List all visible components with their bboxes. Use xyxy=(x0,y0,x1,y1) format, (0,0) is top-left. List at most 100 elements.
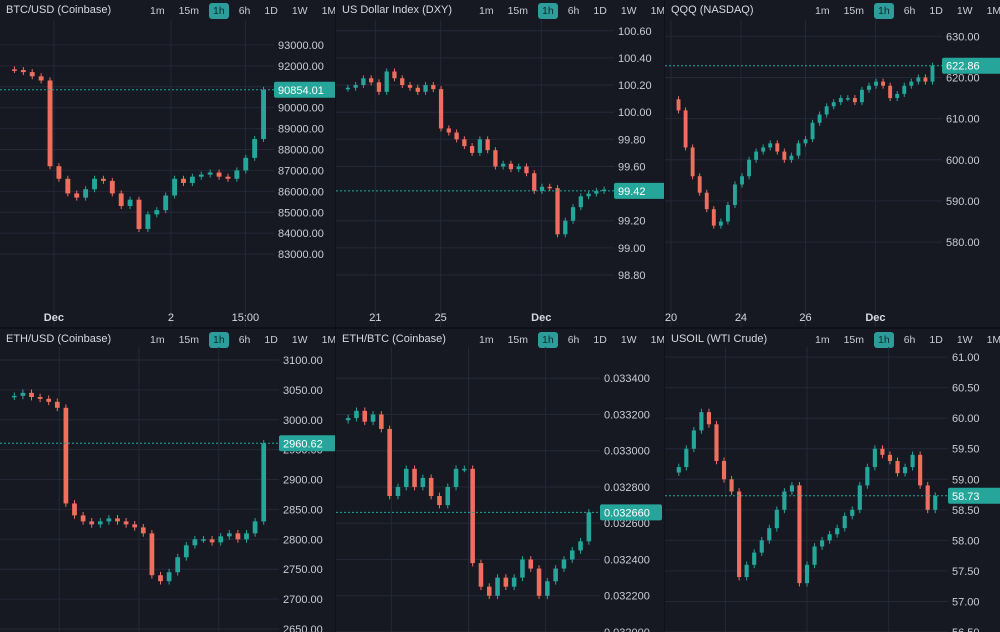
candle-body xyxy=(20,70,26,73)
chart-canvas: 61.00 60.50 60.00 59.50 59.00 58.50 58.00 57.50… xyxy=(665,347,1000,632)
candle-body xyxy=(207,172,213,175)
y-tick-label: 590.00 xyxy=(946,196,980,208)
timeframe-button-1m[interactable]: 1m xyxy=(815,334,830,346)
timeframe-button-1h[interactable]: 1h xyxy=(874,3,894,19)
y-tick-label: 92000.00 xyxy=(278,61,324,73)
candle-body xyxy=(478,563,484,587)
timeframe-button-1w[interactable]: 1W xyxy=(956,5,973,17)
timeframe-button-15m[interactable]: 15m xyxy=(843,334,865,346)
timeframe-button-1h[interactable]: 1h xyxy=(538,3,558,19)
candle-body xyxy=(362,410,368,422)
candle-body xyxy=(676,99,681,111)
candle-body xyxy=(454,132,459,140)
candle-body xyxy=(733,184,737,206)
timeframe-button-6h[interactable]: 6h xyxy=(567,5,580,17)
timeframe-button-15m[interactable]: 15m xyxy=(507,334,529,346)
candle-body xyxy=(887,454,893,461)
candle-body xyxy=(725,205,730,222)
timeframe-button-1w[interactable]: 1W xyxy=(291,334,308,346)
timeframe-button-1w[interactable]: 1W xyxy=(620,5,637,17)
candle-body xyxy=(503,577,509,587)
timeframe-button-1m[interactable]: 1M xyxy=(986,5,1000,17)
timeframe-button-1m[interactable]: 1M xyxy=(986,334,1000,346)
timeframe-button-1w[interactable]: 1W xyxy=(291,5,308,17)
y-tick-label: 58.00 xyxy=(952,535,980,547)
timeframe-button-1h[interactable]: 1h xyxy=(209,3,229,19)
timeframe-button-1h[interactable]: 1h xyxy=(209,332,229,348)
timeframe-button-6h[interactable]: 6h xyxy=(903,334,916,346)
timeframe-button-1m[interactable]: 1m xyxy=(815,5,830,17)
candle-body xyxy=(729,479,734,492)
timeframe-button-1d[interactable]: 1D xyxy=(264,5,278,17)
candle-body xyxy=(407,85,413,88)
timeframe-button-1d[interactable]: 1D xyxy=(929,5,943,17)
candle-body xyxy=(97,521,103,525)
last-price-badge xyxy=(274,81,335,98)
timeframe-button-1h[interactable]: 1h xyxy=(874,332,894,348)
candle-body xyxy=(172,178,178,196)
candle-body xyxy=(140,527,146,534)
candle-body xyxy=(852,98,857,103)
timeframe-selector: 1m 15m 1h 6h 1D 1W 1M xyxy=(469,3,664,19)
candle-body xyxy=(132,524,138,528)
timeframe-button-1m[interactable]: 1M xyxy=(321,5,335,17)
timeframe-button-1w[interactable]: 1W xyxy=(956,334,973,346)
timeframe-button-15m[interactable]: 15m xyxy=(178,5,200,17)
y-tick-label: 85000.00 xyxy=(278,207,324,219)
timeframe-button-1w[interactable]: 1W xyxy=(620,334,637,346)
timeframe-button-1d[interactable]: 1D xyxy=(929,334,943,346)
candle-body xyxy=(420,477,426,487)
y-tick-label: 84000.00 xyxy=(278,228,324,240)
last-price-label: 2960.62 xyxy=(283,438,323,450)
timeframe-button-15m[interactable]: 15m xyxy=(507,5,529,17)
timeframe-button-1h[interactable]: 1h xyxy=(538,332,558,348)
candle-body xyxy=(711,209,716,226)
x-tick-label: Dec xyxy=(531,312,551,324)
last-price-label: 622.86 xyxy=(946,61,980,73)
timeframe-button-6h[interactable]: 6h xyxy=(903,5,916,17)
candle-body xyxy=(874,81,878,86)
timeframe-selector: 1m 15m 1h 6h 1D 1W 1M xyxy=(140,3,335,19)
candle-body xyxy=(888,85,893,99)
candle-body xyxy=(916,77,921,82)
timeframe-button-1m[interactable]: 1m xyxy=(150,5,165,17)
candle-body xyxy=(520,559,525,578)
timeframe-button-1m[interactable]: 1m xyxy=(479,5,494,17)
timeframe-button-1m[interactable]: 1M xyxy=(321,334,335,346)
timeframe-selector: 1m 15m 1h 6h 1D 1W 1M xyxy=(805,3,1000,19)
candle-body xyxy=(54,401,60,408)
candle-body xyxy=(29,72,35,77)
timeframe-button-1d[interactable]: 1D xyxy=(593,334,607,346)
timeframe-button-6h[interactable]: 6h xyxy=(238,5,251,17)
timeframe-button-1d[interactable]: 1D xyxy=(593,5,607,17)
candle-body xyxy=(462,139,467,147)
timeframe-button-1d[interactable]: 1D xyxy=(264,334,278,346)
y-tick-label: 0.033000 xyxy=(604,446,650,458)
timeframe-button-1m[interactable]: 1m xyxy=(479,334,494,346)
timeframe-button-15m[interactable]: 15m xyxy=(178,334,200,346)
candle-body xyxy=(369,78,374,83)
chart-title: ETH/USD (Coinbase) xyxy=(6,333,112,345)
timeframe-button-6h[interactable]: 6h xyxy=(238,334,251,346)
candle-body xyxy=(158,575,163,582)
candle-body xyxy=(384,71,389,92)
y-tick-label: 98.80 xyxy=(618,270,646,282)
y-tick-label: 60.00 xyxy=(952,413,980,425)
timeframe-button-1m[interactable]: 1M xyxy=(650,5,664,17)
timeframe-button-15m[interactable]: 15m xyxy=(843,5,865,17)
candle-body xyxy=(80,515,86,522)
y-tick-label: 99.80 xyxy=(618,134,646,146)
last-price-badge xyxy=(942,57,1000,74)
candle-body xyxy=(803,139,808,144)
y-tick-label: 83000.00 xyxy=(278,249,324,261)
candle-body xyxy=(570,207,576,221)
candle-body xyxy=(469,146,475,153)
timeframe-button-1m[interactable]: 1m xyxy=(150,334,165,346)
candle-body xyxy=(453,468,459,487)
candle-body xyxy=(89,521,95,525)
x-tick-label: 21 xyxy=(369,312,381,324)
timeframe-button-6h[interactable]: 6h xyxy=(567,334,580,346)
y-tick-label: 630.00 xyxy=(946,31,980,43)
y-tick-label: 2800.00 xyxy=(283,534,323,546)
timeframe-button-1m[interactable]: 1M xyxy=(650,334,664,346)
